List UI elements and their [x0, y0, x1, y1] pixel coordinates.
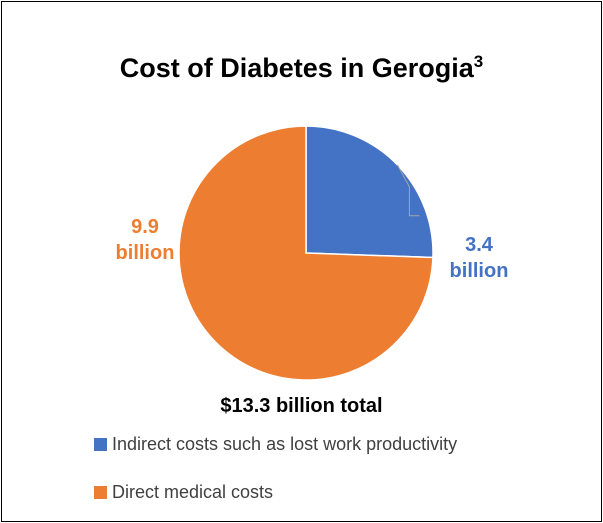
chart-subtitle-total: $13.3 billion total: [220, 395, 383, 417]
pie-slice-indirect: [305, 125, 434, 259]
legend-item-indirect: Indirect costs such as lost work product…: [94, 433, 457, 455]
data-label-indirect-unit: billion: [449, 260, 509, 282]
chart-title: Cost of Diabetes in Gerogia3: [119, 52, 484, 83]
legend-label-direct: Direct medical costs: [112, 481, 274, 502]
legend-swatch-direct: [94, 485, 107, 499]
data-label-indirect-value: 3.4: [465, 234, 493, 256]
leader-line-indirect: [396, 164, 420, 217]
data-label-direct-unit: billion: [115, 242, 175, 264]
legend-label-indirect: Indirect costs such as lost work product…: [112, 433, 458, 454]
legend-item-direct: Direct medical costs: [94, 481, 273, 503]
pie-slice-direct: [178, 125, 434, 381]
data-label-direct: 9.9 billion: [100, 214, 190, 266]
data-label-direct-value: 9.9: [131, 216, 159, 238]
title-superscript: 3: [473, 52, 484, 71]
legend-swatch-indirect: [94, 437, 107, 451]
data-label-indirect: 3.4 billion: [434, 232, 524, 284]
